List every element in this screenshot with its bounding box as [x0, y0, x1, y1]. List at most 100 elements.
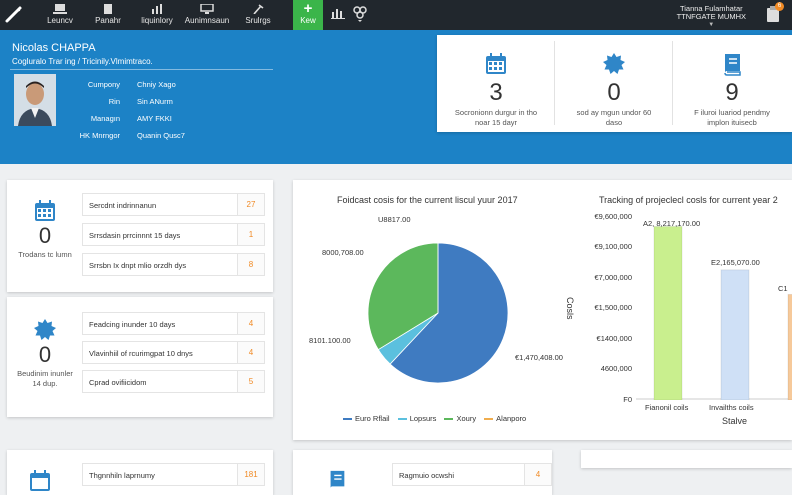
panel-kpi: 0 Trodans tc lumn: [15, 199, 75, 260]
star-badge-icon: [602, 52, 626, 76]
plus-icon: +: [293, 2, 323, 16]
bar-x-axis-title: Stalve: [722, 416, 747, 426]
kpi-label: Trodans tc lumn: [15, 250, 75, 260]
panel-extra: [581, 450, 792, 468]
bar[interactable]: [654, 227, 682, 400]
bar[interactable]: [788, 294, 792, 400]
nav-item-liquinlory[interactable]: liquinlory: [136, 3, 178, 29]
row-count: 4: [237, 342, 264, 363]
stat-under-60[interactable]: 0 sod ay mgun undor 60 daso: [555, 35, 673, 132]
legend-swatch: [444, 418, 453, 420]
y-tick-label: €1,500,000: [592, 303, 632, 312]
stat-value: 0: [555, 80, 673, 106]
row-count: 4: [524, 464, 551, 485]
star-badge-icon: [33, 318, 57, 342]
y-tick-label: 4600,000: [592, 364, 632, 373]
stat-upcoming[interactable]: 3 Socronionn durgur in tho noar 15 dayr: [437, 35, 555, 132]
kpi-value: 0: [15, 223, 75, 249]
panel-kpi: 0 Beudinim inunler 14 dup.: [15, 318, 75, 389]
row-text: Cprad ovifiicidom: [89, 378, 147, 387]
pie-chart-title: Foidcast cosis for the current liscul yu…: [337, 195, 518, 205]
row-text: Thgnnhiln laprnumy: [89, 471, 155, 480]
bar-chart-icon[interactable]: [331, 8, 345, 22]
field-key: Rin: [0, 97, 120, 106]
bar[interactable]: [721, 270, 749, 400]
stat-pending[interactable]: 9 F iluroi luariod pendmy implon ituisec…: [673, 35, 791, 132]
legend-entry: Lopsurs: [410, 414, 437, 423]
pie-chart: [360, 235, 516, 391]
company-code: TTNFGATE MUMHX: [677, 12, 746, 21]
summary-stats-card: 3 Socronionn durgur in tho noar 15 dayr …: [437, 35, 792, 132]
kpi-label: Beudinim inunler 14 dup.: [15, 369, 75, 389]
nav-item-panahr[interactable]: Panahr: [88, 3, 128, 29]
new-button-label: Kew: [300, 16, 316, 25]
grid-menu-icon[interactable]: [353, 6, 367, 25]
field-key: Managın: [0, 114, 120, 123]
company-switcher[interactable]: Tianna Fulamhatar TTNFGATE MUMHX ▼: [677, 5, 746, 29]
nav-label: Srulrgs: [245, 16, 270, 25]
pie-data-label: €1,470,408.00: [515, 353, 563, 362]
row-count: 5: [237, 371, 264, 392]
bar-data-label: A2, 8,217,170.00: [643, 219, 700, 228]
row-text: Srrsbn Ix dnpt mlio orzdh dys: [89, 261, 186, 270]
bar-category-label: Invailths coils: [709, 403, 754, 412]
logo-icon[interactable]: [4, 5, 24, 25]
pie-data-label: 8101.100.00: [309, 336, 351, 345]
nav-label: liquinlory: [141, 16, 173, 25]
field-value: AMY FKKI: [137, 114, 172, 123]
nav-label: Panahr: [95, 16, 121, 25]
row-count: 181: [237, 464, 264, 485]
row-count: 4: [237, 313, 264, 334]
document-icon: [101, 4, 115, 14]
field-value: Quanin Qusc7: [137, 131, 185, 140]
monitor-icon: [200, 4, 214, 14]
legend-swatch: [343, 418, 352, 420]
legend-swatch: [484, 418, 493, 420]
list-item[interactable]: Thgnnhiln laprnumy 181: [82, 463, 265, 486]
y-tick-label: F0: [592, 395, 632, 404]
pie-data-label: U8817.00: [378, 215, 411, 224]
divider: [10, 69, 273, 70]
new-button[interactable]: + Kew: [293, 0, 323, 30]
row-count: 1: [237, 224, 264, 245]
row-count: 27: [237, 194, 264, 215]
user-role: Cogluralo Trar ing / Tricinily.Vlmimtrac…: [12, 57, 153, 66]
laptop-icon: [53, 4, 67, 14]
stat-value: 9: [673, 80, 791, 106]
nav-item-leuncv[interactable]: Leuncv: [40, 3, 80, 29]
legend-swatch: [398, 418, 407, 420]
legend-entry: Xoury: [456, 414, 476, 423]
field-key: HK Mnrngor: [0, 131, 120, 140]
tools-icon: [251, 4, 265, 14]
calendar-icon: [484, 52, 508, 76]
nav-item-aunimnsaun[interactable]: Aunimnsaun: [182, 3, 232, 29]
book-icon: [720, 52, 744, 76]
bar-data-label: E2,165,070.00: [711, 258, 760, 267]
field-value: Sin ANurm: [137, 97, 173, 106]
bar-chart: [636, 200, 792, 400]
bar-y-axis-title: Cosls: [565, 297, 575, 320]
legend-entry: Euro Rflail: [355, 414, 390, 423]
chart-icon: [150, 4, 164, 14]
list-item[interactable]: Cprad ovifiicidom 5: [82, 370, 265, 393]
stat-value: 3: [437, 80, 555, 106]
book-icon: [326, 469, 348, 491]
nav-label: Aunimnsaun: [185, 16, 229, 25]
chevron-down-icon: ▼: [677, 21, 746, 29]
top-navigation-bar: Leuncv Panahr liquinlory Aunimnsaun Srul…: [0, 0, 792, 30]
bar-data-label: C1: [778, 284, 788, 293]
kpi-value: 0: [15, 342, 75, 368]
field-value: Chniy Xago: [137, 80, 176, 89]
nav-item-srulrgs[interactable]: Srulrgs: [238, 3, 278, 29]
calendar-icon: [33, 199, 57, 223]
bar-category-label: Fianonil coils: [645, 403, 688, 412]
y-tick-label: €9,600,000: [592, 212, 632, 221]
y-tick-label: €9,100,000: [592, 242, 632, 251]
stat-label: Socronionn durgur in tho noar 15 dayr: [437, 108, 555, 128]
